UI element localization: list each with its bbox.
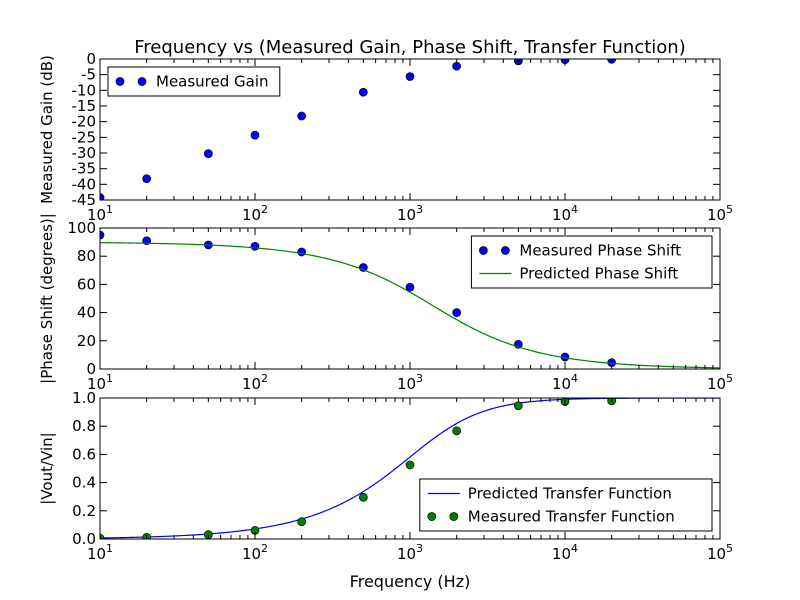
y-axis-label: |Vout/Vin| bbox=[38, 432, 56, 504]
legend-box bbox=[107, 66, 281, 97]
x-tick-exponent: 5 bbox=[726, 372, 733, 385]
x-tick-exponent: 4 bbox=[571, 542, 578, 555]
legend-box bbox=[470, 235, 713, 289]
data-point bbox=[452, 61, 462, 71]
data-point bbox=[405, 72, 415, 81]
x-tick-label: 102 bbox=[242, 203, 268, 224]
x-tick-label: 103 bbox=[397, 203, 423, 224]
x-tick-exponent: 1 bbox=[106, 372, 113, 385]
y-tick-label: -25 bbox=[72, 128, 97, 146]
x-tick-exponent: 3 bbox=[416, 542, 423, 555]
y-tick-label: 20 bbox=[77, 332, 96, 350]
legend-marker bbox=[137, 77, 147, 86]
y-tick-label: -30 bbox=[72, 144, 97, 162]
data-point bbox=[203, 149, 213, 158]
x-tick-exponent: 3 bbox=[416, 203, 423, 216]
y-tick-label: 0.8 bbox=[72, 417, 96, 435]
legend-label: Predicted Phase Shift bbox=[519, 265, 678, 283]
y-tick-label: -10 bbox=[72, 81, 97, 99]
y-tick-label: 100 bbox=[67, 219, 96, 237]
x-tick-label: 103 bbox=[397, 542, 423, 563]
x-tick-label: 104 bbox=[552, 542, 578, 563]
y-tick-label: -20 bbox=[72, 113, 97, 131]
data-point bbox=[452, 426, 462, 436]
y-axis-label: |Phase Shift (degrees)| bbox=[38, 213, 56, 384]
y-axis-label: Measured Gain (dB) bbox=[38, 55, 56, 204]
data-point bbox=[358, 87, 368, 97]
data-point bbox=[250, 130, 260, 140]
subplots: 101 102 103 104 1050-5-10-15-20-25-30-35-40-… bbox=[38, 50, 733, 563]
y-tick-label: -40 bbox=[72, 175, 97, 193]
data-point bbox=[250, 241, 260, 251]
legend-marker bbox=[449, 512, 459, 521]
y-tick-label: 0 bbox=[86, 50, 96, 68]
x-tick-label: 105 bbox=[707, 372, 733, 393]
data-point bbox=[513, 401, 523, 411]
data-point bbox=[452, 308, 462, 317]
subplot-1: 101 102 103 104 1050-5-10-15-20-25-30-35-40-… bbox=[38, 50, 733, 224]
y-tick-label: 80 bbox=[77, 247, 96, 265]
y-tick-label: -35 bbox=[72, 160, 97, 178]
legend-marker bbox=[115, 77, 125, 86]
legend: Measured Phase Shift Predicted Phase Shif… bbox=[470, 235, 713, 289]
data-layer bbox=[100, 59, 617, 200]
figure-title: Frequency vs (Measured Gain, Phase Shift… bbox=[134, 37, 685, 58]
legend: Predicted Transfer Function Measured Tran… bbox=[419, 478, 713, 532]
y-tick-label: -45 bbox=[72, 191, 97, 209]
legend-label: Measured Phase Shift bbox=[519, 242, 681, 260]
data-point bbox=[297, 517, 307, 527]
x-tick-exponent: 3 bbox=[416, 372, 423, 385]
data-point bbox=[297, 111, 307, 121]
x-tick-label: 104 bbox=[552, 203, 578, 224]
legend-label: Measured Transfer Function bbox=[468, 508, 675, 526]
x-tick-label: 103 bbox=[397, 372, 423, 393]
data-layer bbox=[100, 230, 720, 369]
data-point bbox=[297, 247, 307, 257]
y-tick-label: -5 bbox=[81, 66, 96, 84]
x-tick-label: 102 bbox=[242, 542, 268, 563]
x-tick-label: 102 bbox=[242, 372, 268, 393]
data-point bbox=[100, 230, 105, 240]
data-point bbox=[405, 460, 415, 470]
y-tick-label: -15 bbox=[72, 97, 97, 115]
data-point bbox=[405, 282, 415, 292]
legend-marker bbox=[427, 512, 437, 521]
y-tick-label: 0.4 bbox=[72, 474, 96, 492]
legend: Measured Gain bbox=[107, 66, 281, 97]
x-tick-exponent: 2 bbox=[261, 203, 268, 216]
x-tick-label: 105 bbox=[707, 542, 733, 563]
x-tick-exponent: 5 bbox=[726, 203, 733, 216]
x-tick-exponent: 4 bbox=[571, 203, 578, 216]
data-point bbox=[358, 492, 368, 502]
x-tick-exponent: 1 bbox=[106, 203, 113, 216]
x-tick-exponent: 5 bbox=[726, 542, 733, 555]
x-tick-exponent: 2 bbox=[261, 542, 268, 555]
legend-box bbox=[419, 478, 713, 532]
y-tick-label: 0.6 bbox=[72, 445, 96, 463]
x-tick-exponent: 4 bbox=[571, 372, 578, 385]
x-tick-label: 104 bbox=[552, 372, 578, 393]
legend-marker bbox=[501, 246, 510, 255]
y-tick-label: 40 bbox=[77, 304, 96, 322]
y-tick-label: 1.0 bbox=[72, 389, 96, 407]
x-tick-label: 105 bbox=[707, 203, 733, 224]
y-tick-label: 0 bbox=[86, 360, 96, 378]
x-axis-label: Frequency (Hz) bbox=[350, 572, 471, 591]
y-tick-label: 60 bbox=[77, 275, 96, 293]
y-tick-label: 0.2 bbox=[72, 502, 96, 520]
x-tick-exponent: 1 bbox=[106, 542, 113, 555]
data-point bbox=[100, 533, 105, 539]
x-tick-exponent: 2 bbox=[261, 372, 268, 385]
legend-marker bbox=[479, 246, 488, 255]
series-line-2 bbox=[100, 242, 720, 369]
data-point bbox=[142, 174, 152, 184]
y-tick-label: 0.0 bbox=[72, 530, 96, 548]
legend-label: Predicted Transfer Function bbox=[468, 485, 672, 503]
legend-label: Measured Gain bbox=[156, 73, 269, 91]
subplot-3: 101 102 103 104 1050.00.20.40.60.81.0|Vout/V… bbox=[38, 389, 733, 563]
data-point bbox=[100, 193, 105, 200]
